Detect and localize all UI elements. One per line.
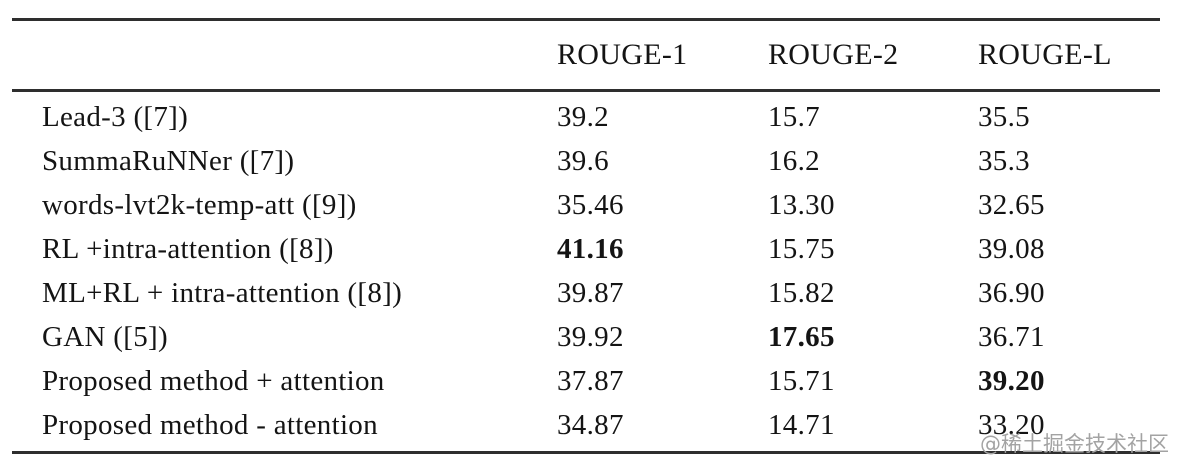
score-cell: 39.2	[557, 100, 609, 133]
table-row: SummaRuNNer ([7]) 39.6 16.2 35.3	[12, 139, 1160, 183]
score-cell: 35.46	[557, 188, 624, 221]
table-row: words-lvt2k-temp-att ([9]) 35.46 13.30 32.6…	[12, 183, 1160, 227]
method-name: ML+RL + intra-attention ([8])	[42, 276, 403, 309]
table-bottom-rule	[12, 451, 1160, 454]
score-cell: 15.82	[768, 276, 835, 309]
score-cell: 39.87	[557, 276, 624, 309]
column-header-rouge-2: ROUGE-2	[768, 38, 899, 71]
method-name: Proposed method - attention	[42, 408, 378, 441]
score-cell: 15.71	[768, 364, 835, 397]
score-cell: 36.71	[978, 320, 1045, 353]
score-cell: 35.5	[978, 100, 1030, 133]
score-cell: 34.87	[557, 408, 624, 441]
method-name: Lead-3 ([7])	[42, 100, 189, 133]
table-row: RL +intra-attention ([8]) 41.16 15.75 39.08	[12, 227, 1160, 271]
table-row: GAN ([5]) 39.92 17.65 36.71	[12, 315, 1160, 359]
table-row: Proposed method - attention 34.87 14.71 33.…	[12, 403, 1160, 447]
score-cell: 17.65	[768, 320, 835, 353]
column-header-rouge-1: ROUGE-1	[557, 38, 688, 71]
table-row: ML+RL + intra-attention ([8]) 39.87 15.82 3…	[12, 271, 1160, 315]
score-cell: 13.30	[768, 188, 835, 221]
table-top-rule	[12, 18, 1160, 21]
score-cell: 35.3	[978, 144, 1030, 177]
column-header-rouge-l: ROUGE-L	[978, 38, 1112, 71]
score-cell: 39.20	[978, 364, 1045, 397]
score-cell: 15.7	[768, 100, 820, 133]
score-cell: 16.2	[768, 144, 820, 177]
table-row: Lead-3 ([7]) 39.2 15.7 35.5	[12, 95, 1160, 139]
method-name: GAN ([5])	[42, 320, 168, 353]
score-cell: 39.6	[557, 144, 609, 177]
method-name: SummaRuNNer ([7])	[42, 144, 295, 177]
table-row: Proposed method + attention 37.87 15.71 39.…	[12, 359, 1160, 403]
method-name: Proposed method + attention	[42, 364, 385, 397]
score-cell: 39.92	[557, 320, 624, 353]
method-name: RL +intra-attention ([8])	[42, 232, 334, 265]
score-cell: 36.90	[978, 276, 1045, 309]
score-cell: 15.75	[768, 232, 835, 265]
score-cell: 37.87	[557, 364, 624, 397]
table-body: Lead-3 ([7]) 39.2 15.7 35.5 SummaRuNNer ([7]…	[12, 92, 1160, 451]
score-cell: 33.20	[978, 408, 1045, 441]
table-header-row: ROUGE-1 ROUGE-2 ROUGE-L	[12, 21, 1160, 89]
watermark: @稀土掘金技术社区	[980, 432, 1169, 456]
method-name: words-lvt2k-temp-att ([9])	[42, 188, 357, 221]
score-cell: 39.08	[978, 232, 1045, 265]
rouge-results-table: ROUGE-1 ROUGE-2 ROUGE-L Lead-3 ([7]) 39.2…	[12, 18, 1160, 454]
score-cell: 14.71	[768, 408, 835, 441]
table-mid-rule	[12, 89, 1160, 92]
score-cell: 41.16	[557, 232, 624, 265]
score-cell: 32.65	[978, 188, 1045, 221]
